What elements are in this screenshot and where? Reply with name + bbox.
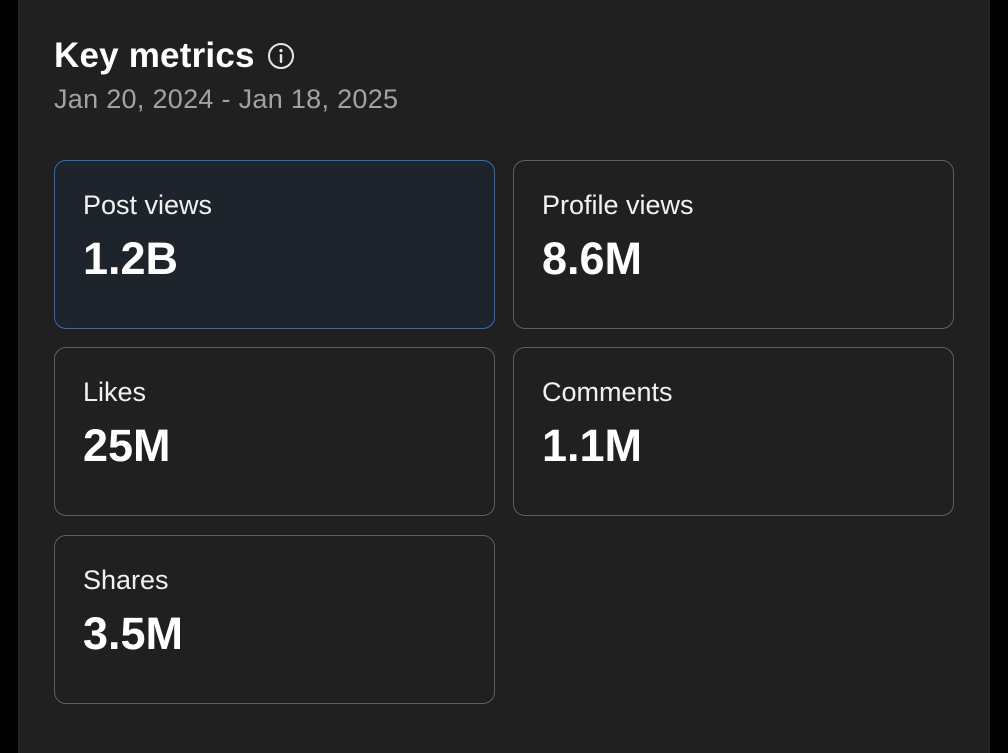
metric-value: 3.5M	[83, 608, 184, 659]
key-metrics-header: Key metrics Jan 20, 2024 - Jan 18, 2025	[54, 34, 954, 115]
metric-label: Likes	[83, 377, 147, 407]
metric-card-post-views[interactable]: Post views 1.2B	[54, 160, 495, 329]
metric-card-likes[interactable]: Likes 25M	[54, 347, 495, 516]
metric-label: Shares	[83, 565, 169, 595]
metric-card-profile-views[interactable]: Profile views 8.6M	[513, 160, 954, 329]
metric-value: 1.2B	[83, 233, 179, 284]
title-row: Key metrics	[54, 34, 954, 78]
date-range: Jan 20, 2024 - Jan 18, 2025	[54, 84, 399, 114]
metric-value: 25M	[83, 420, 171, 471]
metric-label: Comments	[542, 377, 673, 407]
metric-label: Post views	[83, 190, 213, 220]
section-title: Key metrics	[54, 36, 255, 75]
metric-value: 1.1M	[542, 420, 643, 471]
metric-card-shares[interactable]: Shares 3.5M	[54, 535, 495, 704]
metric-card-comments[interactable]: Comments 1.1M	[513, 347, 954, 516]
metric-value: 8.6M	[542, 233, 643, 284]
key-metrics-panel: Key metrics Jan 20, 2024 - Jan 18, 2025 …	[18, 0, 990, 753]
metric-label: Profile views	[542, 190, 694, 220]
info-icon[interactable]	[267, 42, 295, 70]
